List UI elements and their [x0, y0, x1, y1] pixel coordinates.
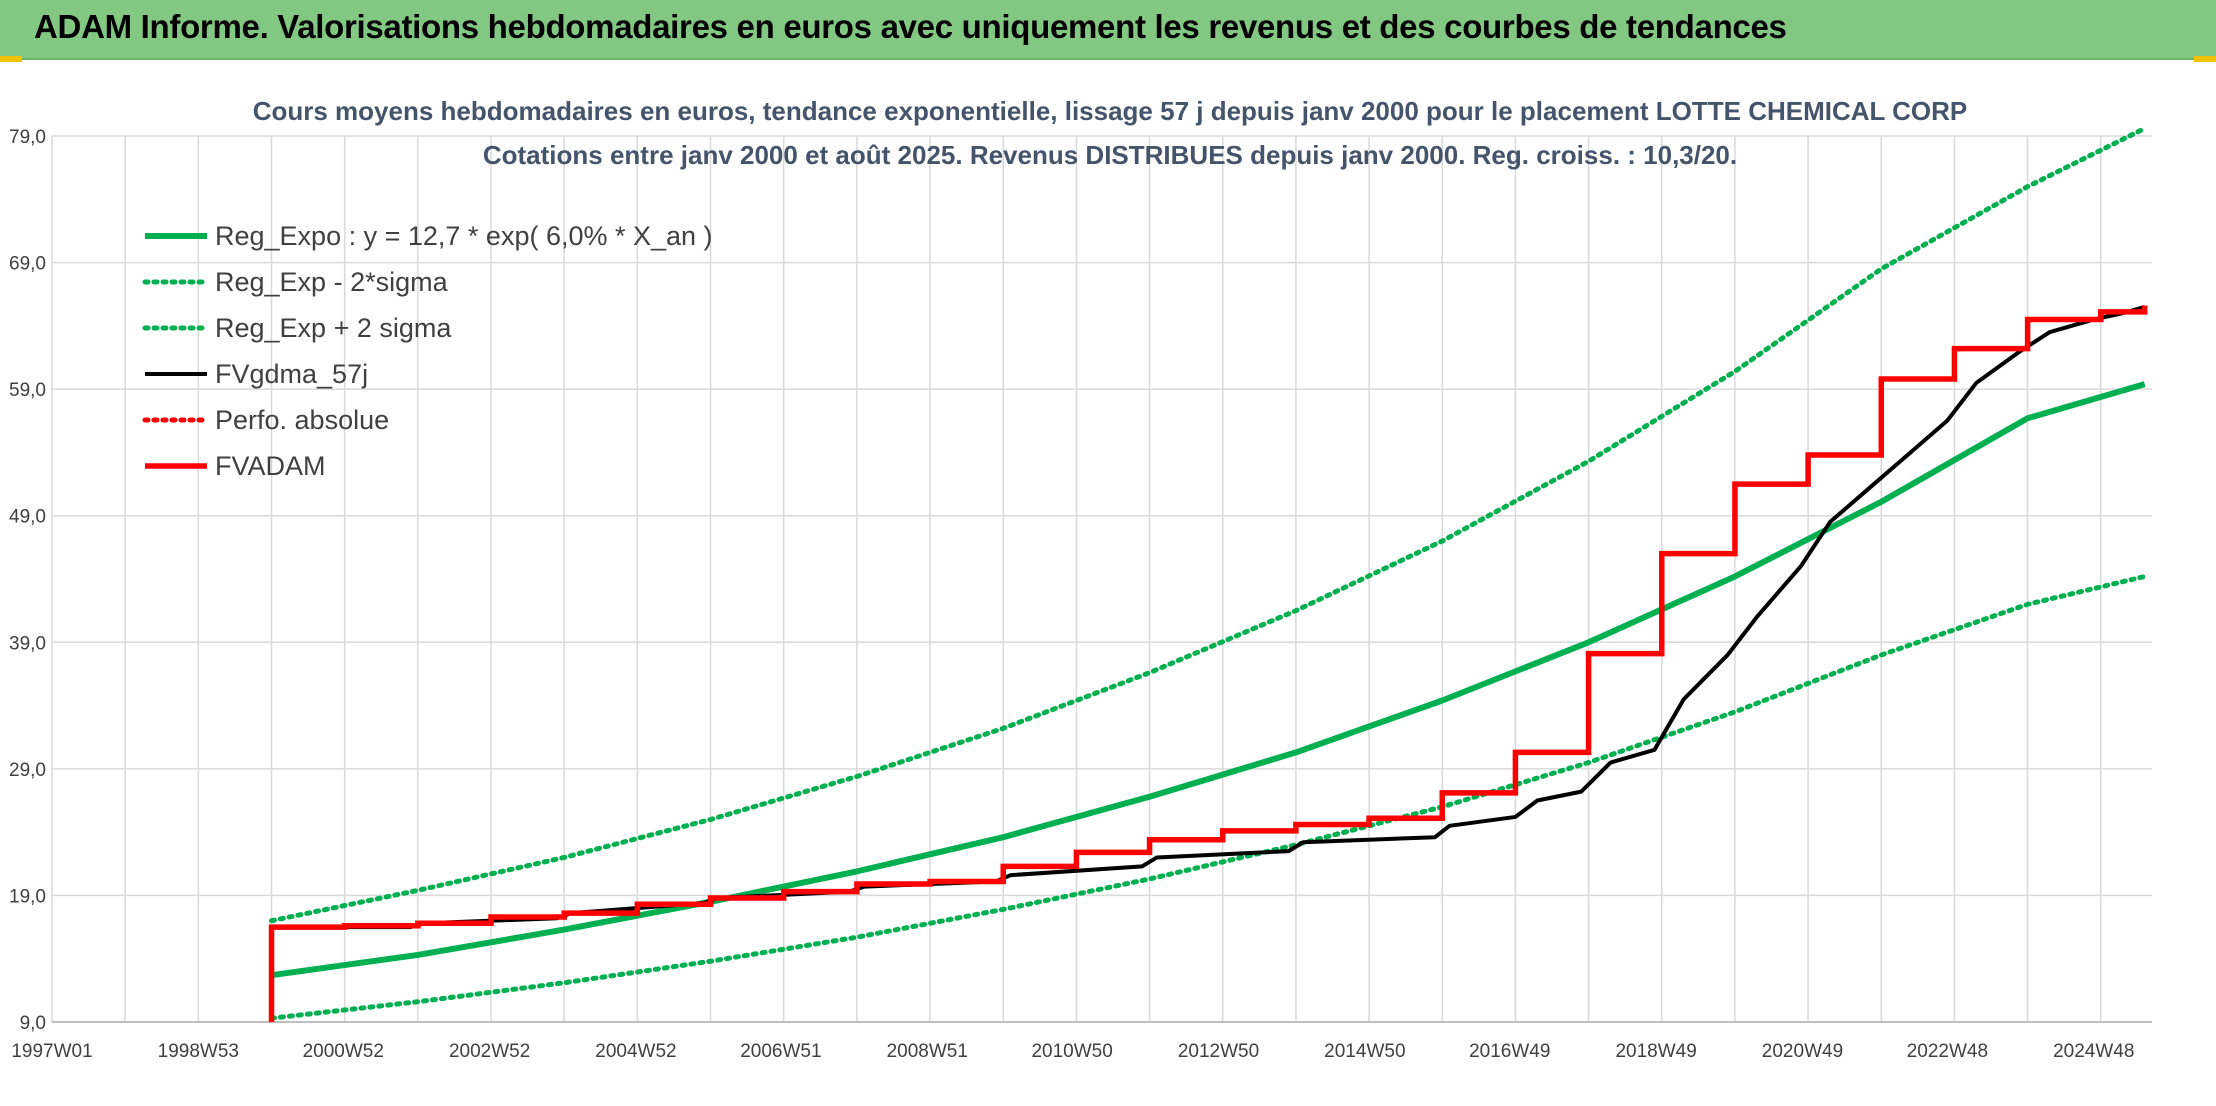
corner-mark-left [0, 56, 22, 62]
x-tick-label: 2014W50 [1324, 1041, 1405, 1062]
y-tick-label: 29,0 [9, 760, 46, 781]
legend-label-0: Reg_Expo : y = 12,7 * exp( 6,0% * X_an ) [215, 221, 713, 251]
y-tick-label: 9,0 [20, 1013, 46, 1034]
x-tick-label: 2020W49 [1762, 1041, 1843, 1062]
y-tick-label: 49,0 [9, 507, 46, 528]
y-tick-label: 79,0 [9, 127, 46, 148]
corner-mark-right [2194, 56, 2216, 62]
series-line-1 [269, 573, 2148, 1021]
report-banner: ADAM Informe. Valorisations hebdomadaire… [0, 0, 2216, 60]
x-tick-label: 2012W50 [1178, 1041, 1259, 1062]
y-tick-label: 19,0 [9, 886, 46, 907]
series-layer [268, 125, 2148, 1022]
x-tick-label: 2016W49 [1469, 1041, 1550, 1062]
x-tick-label: 2022W48 [1907, 1041, 1988, 1062]
series-line-3 [271, 304, 2146, 930]
y-tick-label: 39,0 [9, 633, 46, 654]
series-line-2 [269, 125, 2148, 924]
x-tick-label: 2004W52 [595, 1041, 676, 1062]
x-tick-label: 2010W50 [1031, 1041, 1112, 1062]
report-title: ADAM Informe. Valorisations hebdomadaire… [34, 8, 1787, 45]
x-tick-label: 1998W53 [158, 1041, 239, 1062]
axis-layer: 9,0 19,0 29,0 39,0 49,0 59,0 69,0 79,0 1997W01 19… [9, 127, 2152, 1062]
x-tick-label: 1997W01 [11, 1041, 92, 1062]
x-tick-label: 2006W51 [740, 1041, 821, 1062]
x-tick-label: 2024W48 [2053, 1041, 2134, 1062]
chart-title: Cours moyens hebdomadaires en euros, ten… [253, 96, 1968, 126]
x-tick-label: 2018W49 [1615, 1041, 1696, 1062]
legend-label-1: Reg_Exp - 2*sigma [215, 267, 449, 297]
chart: 9,0 19,0 29,0 39,0 49,0 59,0 69,0 79,0 1997W01 19… [9, 96, 2152, 1062]
chart-subtitle: Cotations entre janv 2000 et août 2025. … [483, 140, 1737, 170]
x-tick-label: 2002W52 [449, 1041, 530, 1062]
grid-layer [51, 135, 2152, 1023]
x-tick-label: 2000W52 [303, 1041, 384, 1062]
legend-label-3: FVgdma_57j [215, 359, 368, 389]
series-line-5 [268, 305, 2148, 1022]
series-line-0 [271, 381, 2146, 979]
legend-label-4: Perfo. absolue [215, 405, 389, 435]
legend: Reg_Expo : y = 12,7 * exp( 6,0% * X_an )… [142, 221, 713, 481]
x-tick-label: 2008W51 [887, 1041, 968, 1062]
legend-label-2: Reg_Exp + 2 sigma [215, 313, 452, 343]
legend-label-5: FVADAM [215, 451, 326, 481]
y-tick-label: 69,0 [9, 254, 46, 275]
y-tick-label: 59,0 [9, 380, 46, 401]
chart-area: 9,0 19,0 29,0 39,0 49,0 59,0 69,0 79,0 1997W01 19… [0, 58, 2216, 1106]
